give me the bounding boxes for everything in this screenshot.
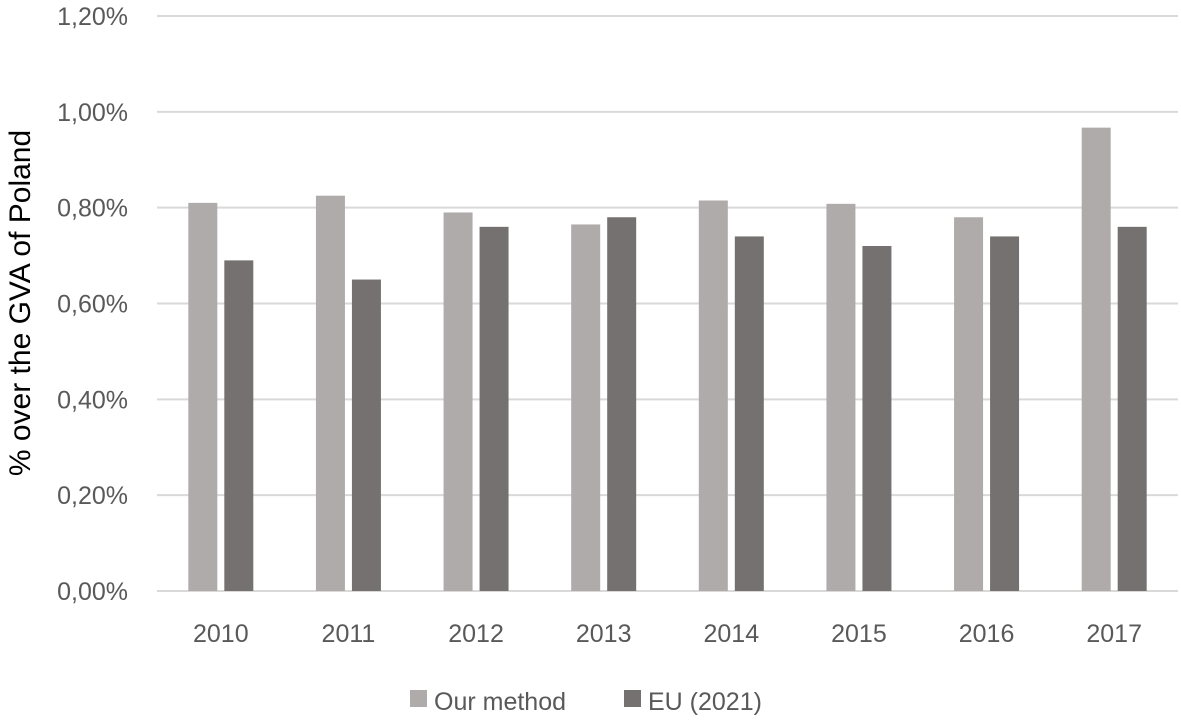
bar-our-method-2017 [1081, 127, 1111, 591]
x-tick-label: 2013 [576, 620, 632, 648]
bar-eu-2021-2010 [224, 260, 254, 591]
x-tick-label: 2014 [704, 620, 760, 648]
bar-our-method-2012 [443, 212, 473, 592]
bar-eu-2021-2014 [734, 236, 764, 591]
y-tick-label: 1,00% [57, 99, 128, 127]
bar-our-method-2016 [954, 217, 984, 591]
legend-swatch-our-method [410, 690, 427, 707]
bar-our-method-2014 [698, 200, 728, 591]
y-axis-title: % over the GVA of Poland [4, 130, 37, 476]
legend-label-eu-2021: EU (2021) [648, 688, 762, 716]
bar-our-method-2011 [315, 195, 345, 591]
bar-eu-2021-2011 [351, 279, 381, 591]
x-axis-ticks: 2010 2011 2012 2013 2014 2015 2016 2017 [193, 620, 1142, 648]
bar-our-method-2010 [188, 202, 218, 591]
x-tick-label: 2010 [193, 620, 249, 648]
legend: Our method EU (2021) [410, 688, 762, 716]
y-tick-label: 0,00% [57, 578, 128, 606]
x-tick-label: 2012 [448, 620, 504, 648]
bar-eu-2021-2012 [479, 226, 509, 592]
bar-eu-2021-2013 [607, 217, 637, 591]
bar-our-method-2015 [826, 203, 856, 592]
x-tick-label: 2015 [831, 620, 887, 648]
x-tick-label: 2017 [1086, 620, 1142, 648]
bar-our-method-2013 [571, 224, 601, 591]
y-tick-label: 1,20% [57, 3, 128, 31]
y-axis-ticks: 0,00% 0,20% 0,40% 0,60% 0,80% 1,00% 1,20% [57, 3, 128, 606]
y-tick-label: 0,80% [57, 195, 128, 223]
bar-eu-2021-2015 [862, 246, 892, 591]
x-tick-label: 2016 [959, 620, 1015, 648]
legend-label-our-method: Our method [434, 688, 566, 716]
x-tick-label: 2011 [322, 620, 376, 648]
y-tick-label: 0,20% [57, 482, 128, 510]
bar-eu-2021-2016 [990, 236, 1020, 591]
bar-eu-2021-2017 [1117, 226, 1147, 592]
bars [188, 127, 1147, 592]
y-tick-label: 0,60% [57, 291, 128, 319]
legend-swatch-eu-2021 [624, 690, 641, 707]
gridlines [157, 15, 1178, 592]
y-tick-label: 0,40% [57, 386, 128, 414]
